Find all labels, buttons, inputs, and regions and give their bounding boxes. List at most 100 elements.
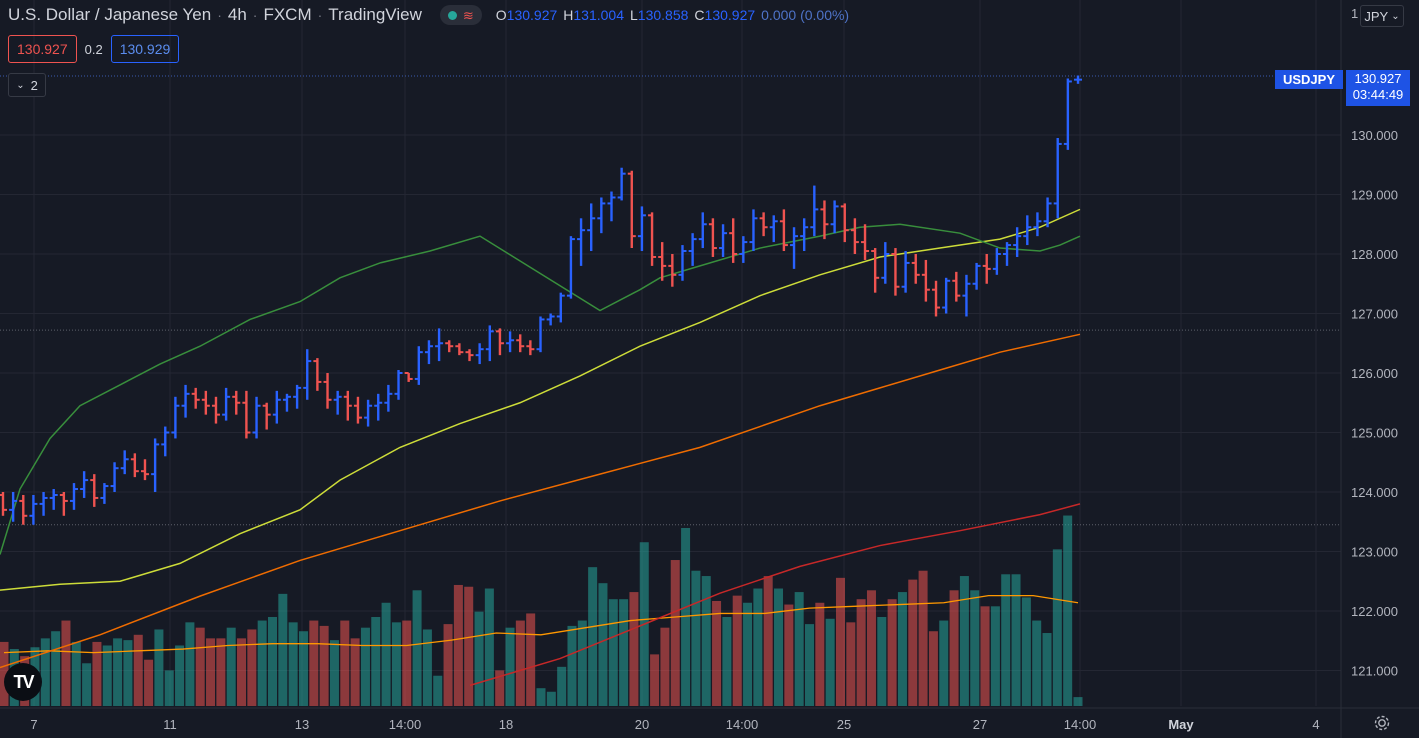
ohlc-bar [1003,242,1012,266]
ohlc-bar [688,233,697,266]
ohlc-bar [424,340,433,365]
volume-bar [505,627,515,706]
ma-yellow-line [0,208,1081,591]
close-value: 130.927 [704,7,756,23]
ohlc-bar [749,209,758,252]
price-tick-label: 121.000 [1351,664,1398,679]
volume-bar [371,617,381,706]
volume-bar [835,577,845,706]
buy-button[interactable]: 130.929 [110,35,180,63]
price-tick-label: 126.000 [1351,366,1398,381]
volume-bar [288,622,298,706]
ohlc-bar [90,474,99,507]
ohlc-bars [0,75,1082,525]
last-price-value: 130.927 [1354,71,1402,86]
open-value: 130.927 [506,7,558,23]
ohlc-bar [171,396,180,439]
spread-value: 0.2 [84,41,103,57]
volume-bar [495,670,505,706]
volume-bar [825,618,835,706]
gear-icon[interactable] [1372,713,1392,733]
ohlc-bar [1063,78,1072,150]
ohlc-bar [678,245,687,281]
ohlc-bar [891,248,900,296]
ohlc-bar [232,390,241,415]
ohlc-bar [262,402,271,430]
volume-ma-line [3,594,1079,654]
currency-button[interactable]: JPY ⌄ [1360,5,1404,27]
ma-orange-line [0,333,1081,669]
volume-bar [433,675,443,706]
ohlc-bar [49,489,58,510]
chevron-down-icon: ⌄ [1391,10,1400,22]
volume-bar [619,599,629,706]
horizontal-levels [0,75,1341,526]
volume-bar [1042,633,1052,706]
ohlc-bar [1074,75,1082,84]
volume-bar [443,624,453,706]
ohlc-bar [1013,227,1022,257]
price-tick-label: 128.000 [1351,247,1398,262]
volume-bar [412,590,422,706]
ohlc-bar [972,262,981,290]
ohlc-bar [911,254,920,284]
volume-bar [1063,515,1073,706]
ohlc-bar [222,387,231,421]
ohlc-bar [739,236,748,263]
time-tick-label: 11 [163,717,177,732]
volume-bar [133,634,143,706]
volume-bar [681,528,691,706]
volume-bar [195,627,205,706]
volume-bar [257,620,267,706]
ohlc-bar [566,236,575,299]
volume-bar [980,606,990,706]
volume-bar [237,638,247,706]
indicators-collapse-button[interactable]: ⌄ 2 [8,73,46,97]
volume-bar [598,583,608,706]
ohlc-bar [861,224,870,260]
price-tick-label: 123.000 [1351,545,1398,560]
time-tick-label: 27 [973,717,987,732]
volume-bar [536,688,546,706]
volume-bar [990,606,1000,706]
volume-bar [763,576,773,706]
ohlc-bar [1023,215,1032,246]
volume-bar [247,629,257,706]
sell-button[interactable]: 130.927 [8,35,77,63]
volume-bar [164,670,174,706]
time-tick-label: 18 [499,717,513,732]
ohlc-bar [546,313,555,326]
ohlc-bar [1033,212,1042,237]
volume-bar [908,579,918,706]
ohlc-bar [617,167,626,201]
price-tick-label: 127.000 [1351,307,1398,322]
ohlc-bar [536,316,545,353]
change-value: 0.000 (0.00%) [761,7,850,23]
ma-red-line [469,503,1081,687]
time-tick-label: May [1168,717,1194,732]
volume-bar [897,592,907,706]
volume-bar [515,620,525,706]
ohlc-bar [201,390,210,415]
volume-bar [92,641,102,706]
volume-bar [970,590,980,706]
volume-bar [608,599,618,706]
volume-bar [298,631,308,706]
symbol-title[interactable]: U.S. Dollar / Japanese Yen [8,5,212,24]
ohlc-bar [759,212,768,237]
volume-bar [588,567,598,706]
ohlc-bar [992,248,1001,275]
volume-bar [0,641,9,706]
volume-bar [774,588,784,706]
ohlc-bar [191,387,200,409]
volume-bar [577,620,587,706]
ohlc-bar [942,277,951,314]
market-status-pill[interactable]: ≋ [439,5,482,25]
tradingview-logo-icon[interactable]: TV [4,663,42,701]
ohlc-bar [516,334,525,353]
ohlc-bar [29,494,38,525]
ohlc-bar [637,206,646,252]
ohlc-bar [313,358,322,391]
interval-label[interactable]: 4h [227,5,247,24]
